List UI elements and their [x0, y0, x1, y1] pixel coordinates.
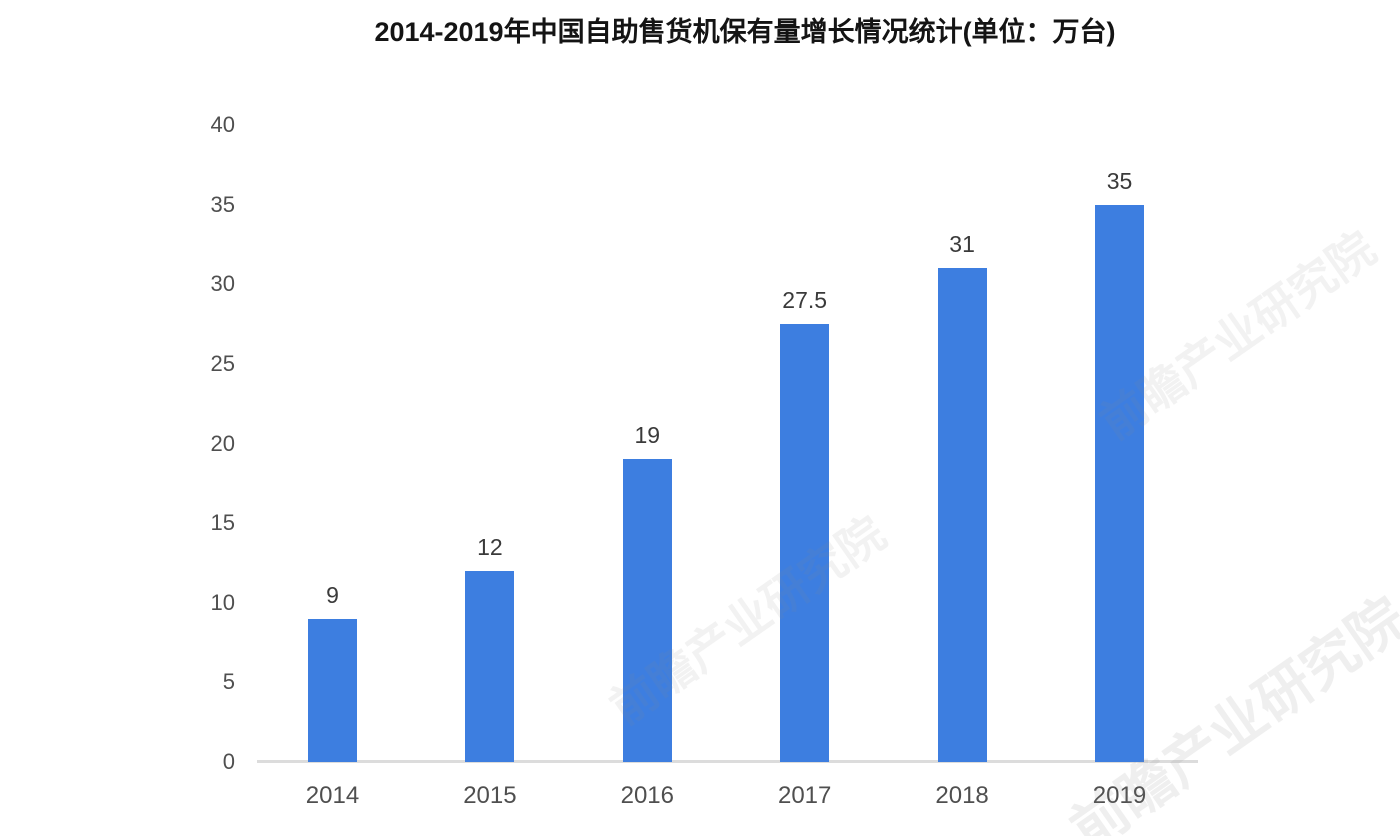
y-tick-label-20: 20	[210, 430, 235, 456]
bar-value-label-2016: 19	[634, 422, 661, 449]
x-tick-label-2018: 2018	[935, 782, 989, 809]
y-tick-label-30: 30	[210, 271, 235, 297]
bar-2017	[780, 324, 830, 762]
bar-2019	[1095, 204, 1144, 762]
y-tick-label-15: 15	[210, 510, 235, 536]
y-tick-label-0: 0	[222, 749, 235, 774]
chart-title: 2014-2019年中国自助售货机保有量增长情况统计(单位：万台)	[374, 17, 1116, 47]
x-axis-line	[257, 760, 1198, 763]
x-tick-label-2017: 2017	[777, 782, 832, 809]
y-tick-label-40: 40	[210, 112, 235, 137]
bar-value-label-2017: 27.5	[782, 287, 828, 314]
bar-value-label-2015: 12	[477, 533, 503, 560]
bar-2015	[465, 570, 515, 762]
y-tick-label-25: 25	[210, 350, 235, 376]
y-tick-label-5: 5	[222, 669, 235, 695]
bar-value-label-2019: 35	[1106, 167, 1133, 194]
y-tick-label-10: 10	[210, 589, 235, 615]
x-tick-label-2015: 2015	[463, 782, 517, 809]
bar-2018	[937, 268, 987, 762]
x-tick-label-2019: 2019	[1092, 782, 1147, 809]
x-tick-label-2014: 2014	[305, 782, 360, 809]
bar-2016	[622, 459, 672, 762]
x-tick-label-2016: 2016	[620, 782, 674, 809]
bar-value-label-2014: 9	[326, 581, 339, 608]
bar-2014	[308, 618, 357, 762]
bar-value-label-2018: 31	[949, 231, 975, 258]
y-tick-label-35: 35	[210, 191, 235, 217]
